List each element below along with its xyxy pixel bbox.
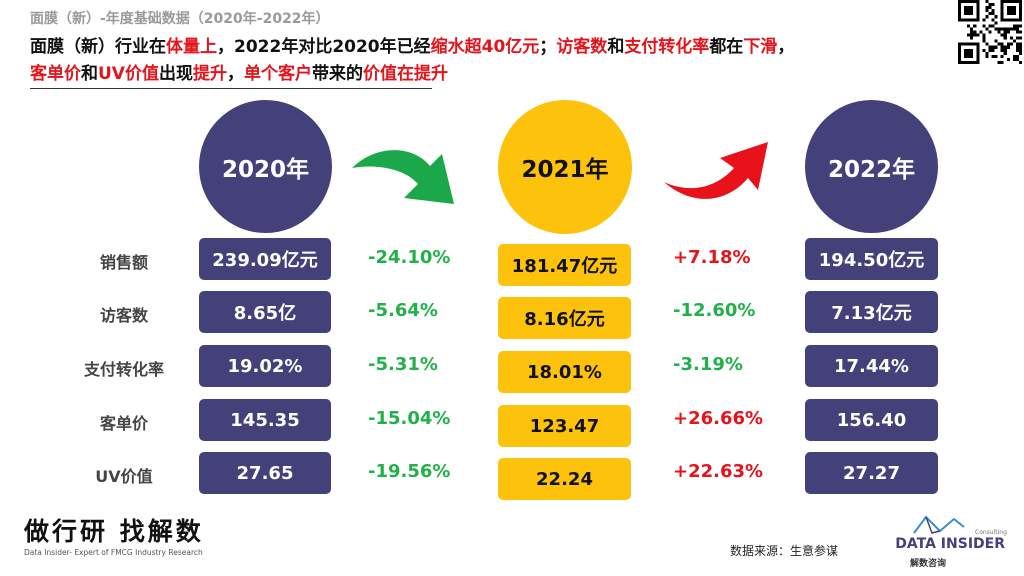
value-2021: 8.16亿元: [498, 297, 631, 339]
year-2021-circle: 2021年: [498, 100, 632, 234]
row-label: UV价值: [95, 467, 153, 486]
headline-segment: 访客数: [556, 37, 608, 57]
headline-segment: 都在: [709, 37, 744, 57]
row-label: 客单价: [99, 414, 148, 433]
headline-segment: 提升: [192, 64, 227, 84]
data-insider-logo-icon: [913, 515, 965, 534]
headline-line-2: 客单价和UV价值出现提升，单个客户带来的价值在提升: [30, 59, 448, 84]
change-2021-2022: -12.60%: [673, 300, 756, 321]
change-2021-2022: -3.19%: [673, 354, 743, 375]
green-curved-arrow-icon: [352, 150, 454, 204]
headline-segment: 出现: [158, 64, 193, 84]
value-2022: 156.40: [805, 399, 938, 441]
change-2020-2021: -5.31%: [368, 354, 438, 375]
headline-segment: 体量上: [166, 37, 217, 57]
headline-segment: ，: [777, 37, 795, 57]
value-2020: 8.65亿: [199, 291, 331, 333]
change-2020-2021: -24.10%: [368, 247, 451, 268]
row-label: 销售额: [99, 253, 148, 272]
headline-segment: 带来的: [311, 64, 363, 84]
year-2022-circle: 2022年: [805, 100, 938, 233]
value-2022: 7.13亿元: [805, 291, 938, 333]
headline-segment: 客单价: [30, 64, 81, 84]
change-2021-2022: +22.63%: [673, 461, 764, 482]
headline-segment: 面膜（新）行业在: [30, 37, 166, 57]
headline-segment: UV价值: [98, 64, 159, 84]
brand-consulting-label: Consulting: [975, 529, 1007, 536]
change-2021-2022: +7.18%: [673, 247, 751, 268]
value-2021: 123.47: [498, 405, 631, 447]
headline-segment: 价值在提升: [362, 64, 448, 84]
headline-segment: 缩水超40亿元: [430, 37, 540, 57]
brand-name: DATA INSIDER: [895, 536, 1005, 552]
footer-logo-subtitle: Data Insider- Expert of FMCG Industry Re…: [24, 548, 203, 557]
headline-divider: [30, 88, 432, 89]
headline-line-1: 面膜（新）行业在体量上，2022年对比2020年已经缩水超40亿元；访客数和支付…: [30, 32, 794, 57]
headline-segment: 和: [607, 37, 625, 57]
headline-segment: 和: [81, 64, 98, 84]
footer-logo-text: 做行研 找解数: [24, 517, 204, 546]
value-2022: 27.27: [805, 452, 938, 494]
change-2021-2022: +26.66%: [673, 408, 764, 429]
data-source: 数据来源：生意参谋: [730, 544, 839, 558]
value-2022: 17.44%: [805, 345, 938, 387]
headline-segment: ，2022年对比2020年已经: [217, 37, 431, 57]
change-2020-2021: -5.64%: [368, 300, 438, 321]
page-subtitle: 面膜（新）-年度基础数据（2020年-2022年）: [30, 11, 330, 27]
red-curved-arrow-icon: [664, 142, 768, 199]
value-2020: 239.09亿元: [199, 238, 331, 280]
value-2020: 19.02%: [199, 345, 331, 387]
headline-segment: ，: [226, 64, 244, 84]
year-2020-circle: 2020年: [199, 100, 332, 233]
change-2020-2021: -19.56%: [368, 461, 451, 482]
value-2021: 18.01%: [498, 351, 631, 393]
value-2021: 22.24: [498, 458, 631, 500]
value-2020: 145.35: [199, 399, 331, 441]
headline-segment: ；: [539, 37, 557, 57]
headline-segment: 单个客户: [243, 64, 312, 84]
row-label: 支付转化率: [83, 360, 164, 379]
headline-segment: 支付转化率: [624, 37, 710, 57]
headline-segment: 下滑: [743, 37, 778, 57]
value-2020: 27.65: [199, 452, 331, 494]
brand-name-cn: 解数咨询: [909, 559, 946, 569]
change-2020-2021: -15.04%: [368, 408, 451, 429]
row-label: 访客数: [99, 306, 148, 325]
value-2021: 181.47亿元: [498, 244, 631, 286]
qr-code-icon: [958, 0, 1022, 64]
value-2022: 194.50亿元: [805, 238, 938, 280]
